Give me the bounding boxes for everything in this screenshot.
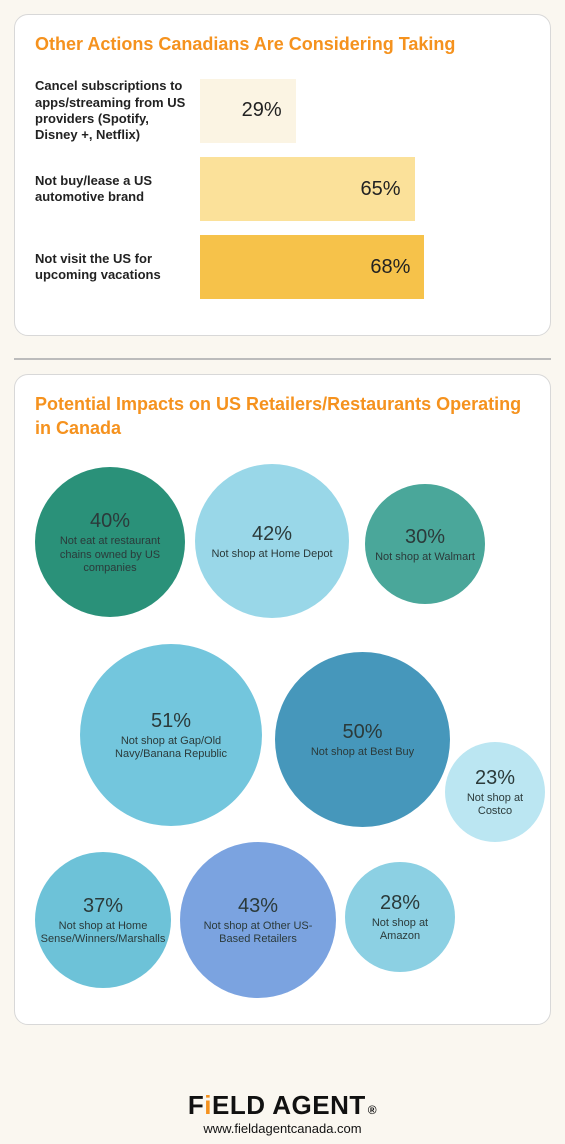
bar-row: Cancel subscriptions to apps/streaming f… [35,78,530,143]
trademark-icon: ® [368,1103,377,1117]
bubble-percent: 28% [380,891,420,915]
card-title: Potential Impacts on US Retailers/Restau… [35,393,530,440]
card-other-actions: Other Actions Canadians Are Considering … [14,14,551,336]
bubble-percent: 30% [405,525,445,549]
logo-text-post: ELD AGENT [212,1090,366,1121]
bar: 29% [200,79,296,143]
bubble-label: Not shop at Walmart [365,551,485,564]
bubble-label: Not shop at Gap/Old Navy/Banana Republic [80,735,262,761]
bubble-percent: 23% [475,766,515,790]
bar-track: 29% [200,79,530,143]
bar-label: Not buy/lease a US automotive brand [35,173,200,206]
bubble-label: Not shop at Home Sense/Winners/Marshalls [31,920,176,946]
bar-row: Not visit the US for upcoming vacations6… [35,235,530,299]
logo-text-pre: F [188,1090,204,1121]
bubble: 43%Not shop at Other US-Based Retailers [180,842,336,998]
bubble-percent: 42% [252,522,292,546]
bubble-percent: 50% [342,720,382,744]
bubble: 28%Not shop at Amazon [345,862,455,972]
bar-track: 65% [200,157,530,221]
bubble-label: Not shop at Costco [445,792,545,818]
footer-url: www.fieldagentcanada.com [0,1121,565,1136]
bar-track: 68% [200,235,530,299]
bubble-percent: 43% [238,894,278,918]
logo-text-i: i [204,1090,212,1121]
brand-logo: FiELD AGENT® [188,1090,377,1121]
bubble-percent: 40% [90,509,130,533]
card-retail-impacts: Potential Impacts on US Retailers/Restau… [14,374,551,1025]
bar: 65% [200,157,415,221]
section-divider [14,358,551,360]
bubble: 42% Not shop at Home Depot [195,464,349,618]
bubble-percent: 37% [83,894,123,918]
bar: 68% [200,235,424,299]
bubble-chart: 40%Not eat at restaurant chains owned by… [35,462,530,1002]
bubble: 40%Not eat at restaurant chains owned by… [35,467,185,617]
footer: FiELD AGENT® www.fieldagentcanada.com [0,1090,565,1136]
bubble-label: Not shop at Amazon [345,917,455,943]
bubble: 50% Not shop at Best Buy [275,652,450,827]
bubble: 30% Not shop at Walmart [365,484,485,604]
bubble-label: Not shop at Home Depot [201,548,342,561]
bar-chart: Cancel subscriptions to apps/streaming f… [35,78,530,299]
bubble: 23%Not shop at Costco [445,742,545,842]
bubble: 37%Not shop at Home Sense/Winners/Marsha… [35,852,171,988]
bubble-label: Not eat at restaurant chains owned by US… [35,535,185,575]
bubble-label: Not shop at Other US-Based Retailers [180,920,336,946]
bar-row: Not buy/lease a US automotive brand65% [35,157,530,221]
bar-label: Not visit the US for upcoming vacations [35,251,200,284]
bubble-label: Not shop at Best Buy [301,746,424,759]
bubble: 51%Not shop at Gap/Old Navy/Banana Repub… [80,644,262,826]
bar-label: Cancel subscriptions to apps/streaming f… [35,78,200,143]
card-title: Other Actions Canadians Are Considering … [35,33,530,56]
bubble-percent: 51% [151,709,191,733]
